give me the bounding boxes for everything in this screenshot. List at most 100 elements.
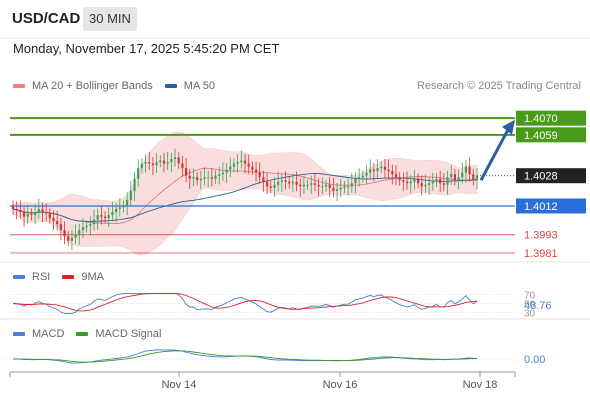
candle-body [332,187,335,191]
rsi-tick-label: 50 [524,300,536,311]
candle-body [151,163,155,166]
candle-body [37,209,40,213]
candle-body [273,184,276,188]
level-tag [516,198,586,214]
candle-body [258,172,261,178]
candle-body [409,181,412,184]
rsi-swatch [13,275,25,279]
candle-body [133,178,136,191]
candle-body [56,221,59,225]
candle-body [214,175,217,179]
candle-body [221,172,225,175]
candle-body [299,184,302,187]
candle-body [350,183,353,187]
chart-datetime: Monday, November 17, 2025 5:45:20 PM CET [13,41,280,56]
candle-body [155,162,158,166]
candle-body [137,168,140,179]
x-tick-label: Nov 18 [463,379,498,391]
candle-body [398,177,401,181]
candle-body [317,184,320,187]
candle-body [468,166,471,175]
candle-body [78,230,81,235]
candle-body [199,178,202,181]
candle-body [265,181,269,187]
main-legend: MA 20 + Bollinger Bands MA 50 [13,80,227,92]
last-price-label: 1.4028 [524,171,558,183]
candle-body [339,187,342,190]
candle-body [45,212,48,214]
candle-body [295,181,298,185]
candle-body [328,184,331,188]
candle-body [210,177,213,179]
candle-body [372,169,375,172]
candle-body [118,207,121,210]
candle-body [302,184,306,187]
candle-body [22,212,26,217]
candle-body [181,163,184,169]
candle-body [26,213,29,217]
candle-body [394,174,398,178]
macd-signal-swatch [76,332,89,336]
x-tick-label: Nov 16 [323,379,358,391]
candle-body [369,169,372,173]
legend-item-macd: MACD [13,328,64,340]
level-tag [516,127,586,143]
candle-body [192,177,195,179]
legend-label: MA 50 [183,80,215,92]
candle-body [196,177,199,181]
candle-body [402,180,405,182]
chart-header: USD/CAD 30 MIN [0,0,590,38]
candle-body [115,209,118,213]
legend-label: MACD Signal [95,328,162,340]
candle-body [144,162,147,164]
candle-body [435,178,438,182]
candle-body [291,181,294,184]
bollinger-swatch [13,84,25,88]
candle-body [361,175,364,178]
forecast-arrow-shaft [479,129,510,181]
legend-label: RSI [32,271,51,283]
candle-body [188,175,191,179]
candle-body [431,181,434,184]
candle-body [405,181,409,184]
credit-text: Research © 2025 Trading Central [416,80,581,92]
macd-swatch [13,332,25,336]
rsi-ma-swatch [62,275,75,279]
candle-body [313,183,317,185]
timeframe-badge[interactable]: 30 MIN [83,7,137,31]
candle-body [475,175,479,181]
candle-body [184,168,188,176]
candle-body [439,178,442,184]
candle-body [277,181,280,185]
candle-body [413,178,416,182]
legend-item-bollinger: MA 20 + Bollinger Bands [13,80,153,92]
macd-signal-line [13,350,478,363]
candle-body [19,210,22,213]
candle-body [159,160,162,163]
candle-body [218,174,221,176]
candle-body [81,227,85,231]
candle-body [428,183,431,185]
legend-label: 9MA [81,271,104,283]
candle-body [324,184,328,187]
candle-body [173,157,177,160]
x-tick-label: Nov 14 [162,379,197,391]
candle-body [343,186,346,188]
candle-body [229,166,232,170]
candle-body [240,160,243,163]
legend-item-ma50: MA 50 [164,80,215,92]
candle-body [347,186,350,188]
candle-body [365,172,368,176]
candle-body [41,209,44,213]
candle-body [247,163,250,167]
rsi-value-label: 48.76 [524,300,552,312]
candle-body [424,184,427,187]
candle-body [30,213,33,216]
candle-body [148,162,151,164]
candle-body [74,234,77,238]
candle-body [383,166,387,170]
candle-body [48,213,51,219]
candle-body [63,230,66,237]
candle-body [321,186,324,188]
